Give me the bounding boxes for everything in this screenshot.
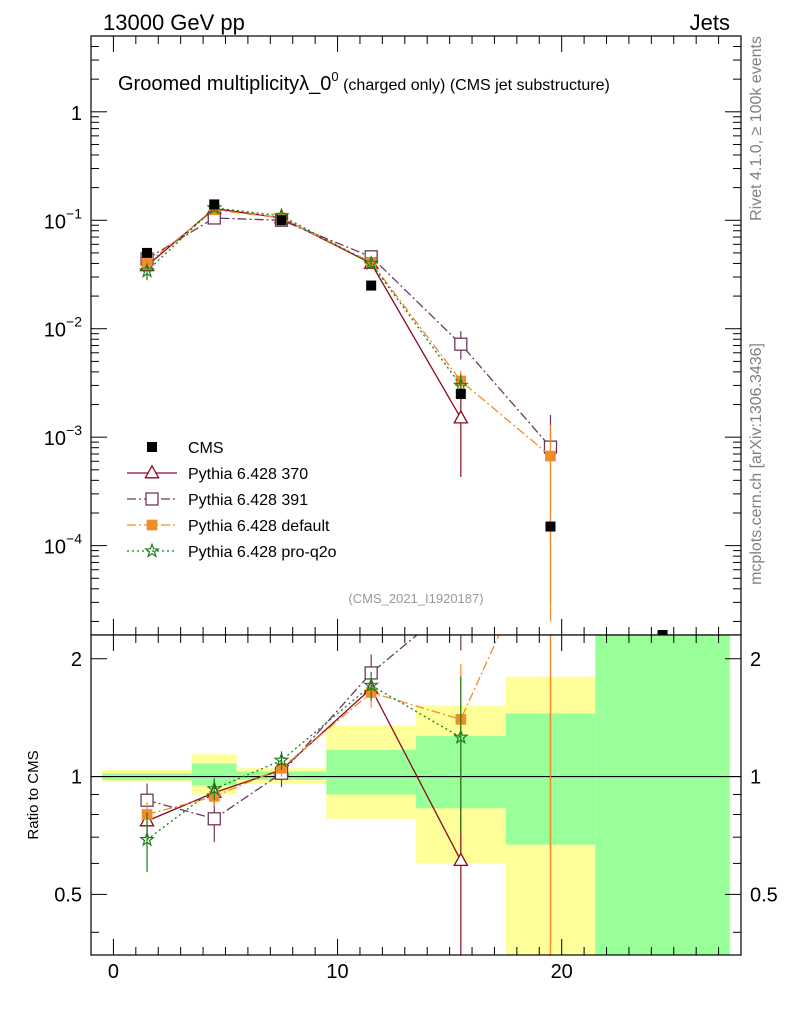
y-tick-label: 10−1	[44, 205, 82, 233]
legend-label: Pythia 6.428 pro-q2o	[188, 544, 337, 561]
band-green	[595, 635, 730, 955]
marker-star	[273, 752, 290, 768]
marker-data	[545, 521, 556, 532]
legend-item: Pythia 6.428 370	[127, 464, 308, 483]
legend-item: Pythia 6.428 pro-q2o	[127, 542, 337, 561]
series-line	[146, 207, 462, 386]
ratio-y-tick-label-right: 1	[750, 767, 761, 789]
ratio-y-tick-label-left: 0.5	[54, 884, 82, 906]
ratio-y-tick-label-right: 2	[750, 649, 761, 671]
header-left: 13000 GeV pp	[103, 10, 245, 35]
marker-star	[363, 255, 380, 271]
x-tick-label: 0	[108, 961, 119, 983]
marker-star	[452, 377, 469, 393]
ratio-y-tick-label-left: 1	[71, 767, 82, 789]
marker-square-open	[145, 492, 159, 506]
marker-star	[363, 677, 380, 693]
marker-square-filled	[146, 519, 158, 531]
marker-data	[147, 442, 157, 452]
legend-item: Pythia 6.428 default	[127, 518, 330, 535]
x-tick-label: 10	[326, 961, 348, 983]
ratio-y-tick-label-right: 0.5	[750, 884, 778, 906]
side-label-top: Rivet 4.1.0, ≥ 100k events	[748, 36, 765, 221]
x-tick-label: 20	[551, 961, 573, 983]
marker-star	[452, 728, 469, 745]
legend-label: Pythia 6.428 default	[188, 518, 330, 535]
series-line	[146, 684, 462, 841]
marker-data	[455, 389, 466, 400]
y-tick-label: 1	[71, 103, 82, 125]
ratio-y-axis-label: Ratio to CMS	[25, 750, 42, 839]
series-line	[146, 635, 500, 816]
marker-star	[139, 831, 155, 847]
ratio-pythia-6-428-pro-q2o	[139, 672, 469, 873]
ratio-frame	[90, 634, 742, 956]
ratio-axis-ticks: 0.5 0.5 1 1 2 2	[54, 649, 778, 933]
band-green	[326, 749, 416, 795]
marker-star	[139, 262, 155, 278]
legend-label: CMS	[188, 440, 224, 457]
marker-data	[366, 280, 377, 291]
plot-title-suffix: (charged only) (CMS jet substructure)	[339, 77, 610, 94]
legend-item: Pythia 6.428 391	[127, 492, 308, 509]
x-axis-ticks: 0 10 20	[90, 36, 742, 983]
side-label-bottom: mcplots.cern.ch [arXiv:1306.3436]	[748, 343, 765, 585]
legend-item: CMS	[147, 440, 224, 457]
legend-label: Pythia 6.428 391	[188, 492, 308, 509]
marker-data	[209, 199, 220, 210]
plot-title-superscript: 0	[331, 69, 338, 84]
series-line	[146, 635, 418, 820]
band-green	[191, 763, 237, 786]
marker-triangle	[144, 464, 160, 479]
marker-square-open	[207, 812, 221, 826]
legend-label: Pythia 6.428 370	[188, 466, 308, 483]
marker-data	[142, 247, 153, 258]
marker-square-filled	[545, 450, 556, 462]
plot-title: Groomed multiplicityλ_00 (charged only) …	[118, 69, 610, 95]
marker-star	[206, 780, 223, 796]
y-tick-label: 10−3	[44, 422, 82, 450]
marker-square-open	[454, 337, 468, 351]
main-axis-ticks: 1 10−1 10−2 10−3 10−4	[44, 35, 741, 622]
header-right: Jets	[690, 10, 730, 35]
ratio-y-tick-label-left: 2	[71, 649, 82, 671]
y-tick-label: 10−2	[44, 314, 82, 342]
marker-data	[276, 215, 287, 226]
ratio-plot-panel: 0.5 0.5 1 1 2 2 Ratio to CMS	[25, 634, 778, 956]
marker-star	[144, 542, 160, 558]
plot-title-main: Groomed multiplicity	[118, 73, 299, 95]
series-line	[146, 217, 551, 448]
main-plot-area	[91, 36, 741, 635]
ratio-series-layer	[139, 635, 552, 955]
plot-title-lambda: λ_0	[299, 73, 331, 95]
main-plot-panel: 1 10−1 10−2 10−3 10−4 Groomed multiplicityλ_…	[44, 35, 742, 640]
analysis-watermark: (CMS_2021_I1920187)	[348, 591, 483, 606]
marker-triangle	[453, 852, 469, 867]
y-tick-label: 10−4	[44, 531, 82, 559]
legend: CMS Pythia 6.428 370 Pythia 6.428 391 Pythi…	[127, 440, 337, 561]
marker-triangle	[453, 409, 469, 424]
